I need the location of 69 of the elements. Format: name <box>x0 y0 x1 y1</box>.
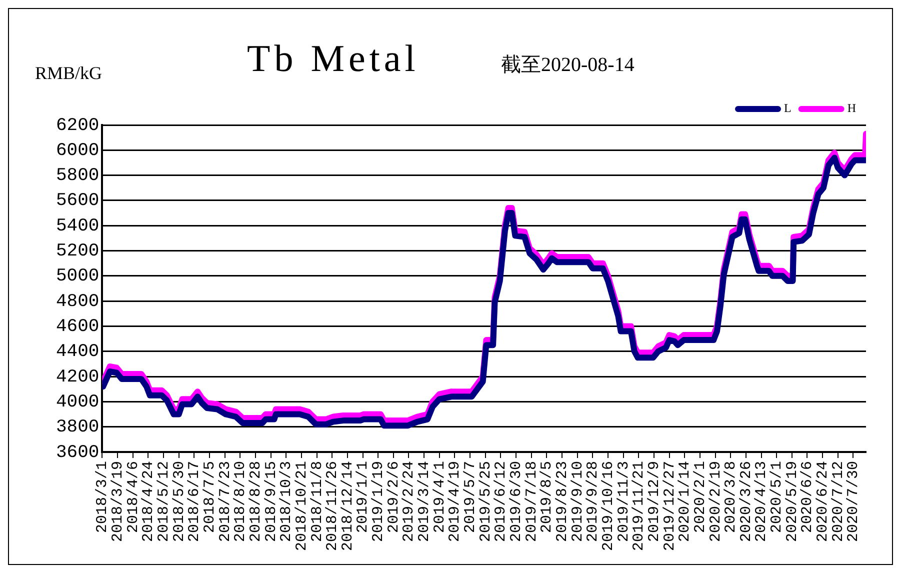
x-tick-label: 2020/4/13 <box>753 460 770 542</box>
x-tick-label: 2019/1/19 <box>370 460 388 542</box>
x-tick-label: 2020/6/24 <box>814 460 832 542</box>
y-tick-label: 4600 <box>56 316 100 337</box>
x-tick-label: 2020/5/1 <box>768 460 786 533</box>
x-tick-label: 2018/8/10 <box>232 460 250 542</box>
x-tick-label: 2019/12/27 <box>661 460 678 551</box>
x-tick-label: 2020/5/19 <box>784 460 801 542</box>
x-tick-label: 2018/4/6 <box>124 460 142 533</box>
y-axis-title: RMB/kG <box>35 63 102 84</box>
x-tick-label: 2019/12/9 <box>646 460 663 542</box>
y-tick-label: 5000 <box>56 266 100 287</box>
y-tick-label: 4200 <box>56 367 100 388</box>
chart-subtitle: 截至2020-08-14 <box>501 53 634 78</box>
legend-label: L <box>784 101 792 116</box>
x-tick-label: 2020/7/12 <box>830 460 847 542</box>
y-tick-label: 3600 <box>56 442 100 463</box>
x-tick-label: 2018/8/28 <box>247 460 264 542</box>
x-tick-label: 2018/11/8 <box>308 460 326 542</box>
x-tick-label: 2018/5/30 <box>170 460 188 542</box>
x-tick-label: 2020/1/14 <box>676 460 694 542</box>
x-tick-label: 2018/6/17 <box>186 460 204 542</box>
x-tick-label: 2018/10/21 <box>293 460 310 551</box>
x-tick-label: 2018/9/15 <box>262 460 280 542</box>
x-tick-label: 2019/9/28 <box>584 460 602 542</box>
y-tick-label: 5800 <box>56 166 100 186</box>
x-tick-label: 2019/8/23 <box>554 460 571 542</box>
y-tick-label: 5400 <box>56 216 100 236</box>
x-tick-label: 2018/3/19 <box>110 460 127 542</box>
x-tick-label: 2019/9/10 <box>569 460 586 542</box>
x-tick-label: 2019/11/21 <box>630 460 648 551</box>
x-tick-label: 2018/11/26 <box>324 460 342 551</box>
x-tick-label: 2019/1/1 <box>354 460 372 533</box>
x-tick-label: 2019/4/1 <box>431 460 448 533</box>
x-tick-label: 2019/2/24 <box>400 460 418 542</box>
x-tick-label: 2019/6/30 <box>508 460 526 542</box>
x-tick-label: 2018/4/24 <box>140 460 158 542</box>
x-tick-label: 2018/7/5 <box>201 460 218 533</box>
legend-label: H <box>847 101 856 116</box>
x-tick-label: 2019/10/16 <box>600 460 617 551</box>
x-tick-label: 2019/6/12 <box>492 460 510 542</box>
x-tick-label: 2019/5/7 <box>462 460 480 533</box>
x-tick-label: 2018/3/1 <box>94 460 112 533</box>
x-tick-label: 2018/5/12 <box>155 460 172 542</box>
y-tick-label: 4000 <box>56 392 100 412</box>
y-tick-label: 5200 <box>56 242 100 262</box>
y-tick-label: 4400 <box>56 342 100 362</box>
y-tick-label: 3800 <box>56 418 100 438</box>
x-tick-label: 2020/2/1 <box>692 460 709 533</box>
y-tick-label: 6000 <box>56 140 100 161</box>
x-tick-label: 2020/6/6 <box>799 460 816 533</box>
x-tick-label: 2018/10/3 <box>278 460 296 542</box>
y-tick-label: 4800 <box>56 292 100 312</box>
x-tick-label: 2020/3/8 <box>722 460 740 533</box>
x-tick-label: 2020/2/19 <box>707 460 724 542</box>
x-tick-label: 2020/7/30 <box>845 460 862 542</box>
x-tick-label: 2019/7/18 <box>523 460 540 542</box>
x-tick-label: 2019/3/14 <box>416 460 434 542</box>
y-tick-label: 6200 <box>56 116 100 136</box>
x-tick-label: 2019/2/6 <box>385 460 402 533</box>
x-tick-label: 2019/5/25 <box>477 460 494 542</box>
x-tick-label: 2019/8/5 <box>538 460 556 533</box>
y-tick-label: 5600 <box>56 191 100 212</box>
x-tick-label: 2018/12/14 <box>339 460 356 551</box>
x-tick-label: 2019/4/19 <box>446 460 464 542</box>
chart-title: Tb Metal <box>247 37 420 81</box>
x-tick-label: 2018/7/23 <box>216 460 234 542</box>
x-tick-label: 2020/3/26 <box>738 460 755 542</box>
x-tick-label: 2019/11/3 <box>615 460 632 542</box>
